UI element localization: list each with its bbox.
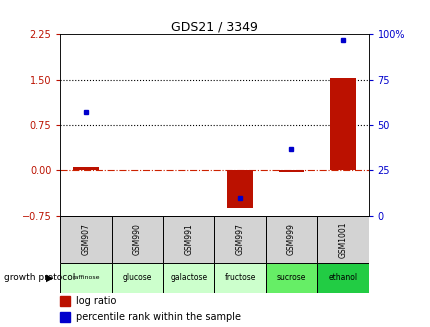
Bar	[265, 263, 316, 293]
Bar	[73, 167, 98, 170]
Text: ethanol: ethanol	[328, 273, 356, 283]
Bar	[60, 263, 111, 293]
Title: GDS21 / 3349: GDS21 / 3349	[171, 20, 257, 33]
Text: galactose: galactose	[170, 273, 207, 283]
Text: glucose: glucose	[123, 273, 152, 283]
Text: raffinose: raffinose	[72, 275, 99, 281]
Bar	[214, 216, 265, 263]
Bar	[265, 216, 316, 263]
Bar	[214, 263, 265, 293]
Text: sucrose: sucrose	[276, 273, 305, 283]
Bar	[316, 263, 368, 293]
Text: GSM999: GSM999	[286, 224, 295, 255]
Text: ▶: ▶	[46, 273, 53, 283]
Bar	[163, 216, 214, 263]
Text: growth protocol: growth protocol	[4, 273, 76, 283]
Bar	[227, 170, 252, 208]
Bar	[163, 263, 214, 293]
Text: GSM997: GSM997	[235, 224, 244, 255]
Text: GSM907: GSM907	[81, 224, 90, 255]
Bar	[60, 296, 70, 306]
Bar	[60, 312, 70, 322]
Bar	[111, 263, 163, 293]
Bar	[60, 216, 111, 263]
Text: GSM1001: GSM1001	[338, 221, 347, 258]
Bar	[316, 216, 368, 263]
Bar	[329, 78, 355, 170]
Text: log ratio: log ratio	[76, 296, 116, 306]
Text: GSM991: GSM991	[184, 224, 193, 255]
Text: percentile rank within the sample: percentile rank within the sample	[76, 312, 240, 322]
Bar	[111, 216, 163, 263]
Text: fructose: fructose	[224, 273, 255, 283]
Text: GSM990: GSM990	[132, 224, 141, 255]
Bar	[278, 170, 304, 172]
